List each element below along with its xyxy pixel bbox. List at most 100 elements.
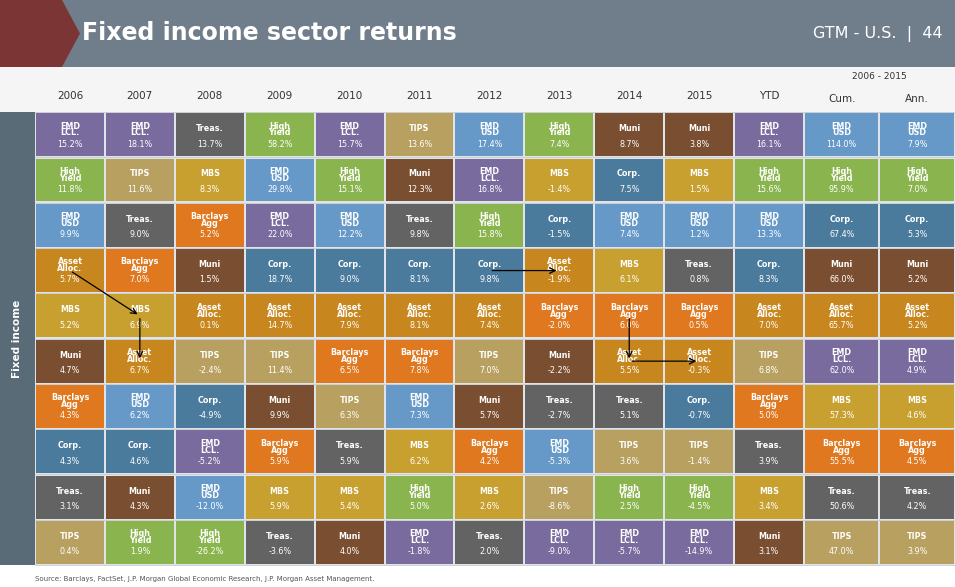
Text: MBS: MBS xyxy=(479,487,499,495)
Text: Corp.: Corp. xyxy=(547,215,571,224)
Text: 2006: 2006 xyxy=(57,91,83,101)
Text: Treas.: Treas. xyxy=(755,441,783,450)
Text: 15.8%: 15.8% xyxy=(477,230,502,239)
Text: 2.0%: 2.0% xyxy=(479,547,499,556)
Text: Yield: Yield xyxy=(688,491,711,500)
Text: Corp.: Corp. xyxy=(830,215,854,224)
Bar xyxy=(881,158,954,201)
Text: -0.7%: -0.7% xyxy=(688,411,711,420)
Text: 15.1%: 15.1% xyxy=(337,185,362,194)
Text: 12.2%: 12.2% xyxy=(337,230,362,239)
Text: EMD: EMD xyxy=(690,529,710,538)
Text: Agg: Agg xyxy=(621,309,638,319)
Text: 2008: 2008 xyxy=(197,91,223,101)
Text: USD: USD xyxy=(270,174,289,183)
Bar xyxy=(735,249,803,292)
Text: -1.4%: -1.4% xyxy=(548,185,571,194)
Text: Muni: Muni xyxy=(129,487,151,495)
Text: Corp.: Corp. xyxy=(617,170,642,178)
Text: 8.3%: 8.3% xyxy=(200,185,220,194)
Text: Agg: Agg xyxy=(61,400,79,409)
Text: Treas.: Treas. xyxy=(476,532,503,541)
Text: 16.1%: 16.1% xyxy=(756,140,782,149)
Text: TIPS: TIPS xyxy=(339,396,360,405)
Text: TIPS: TIPS xyxy=(549,487,569,495)
Text: 9.9%: 9.9% xyxy=(269,411,290,420)
Bar xyxy=(176,158,244,201)
Bar xyxy=(735,204,803,247)
Bar xyxy=(106,521,174,564)
Text: Yield: Yield xyxy=(58,174,81,183)
Text: USD: USD xyxy=(201,491,220,500)
Text: Yield: Yield xyxy=(906,174,928,183)
Bar xyxy=(245,430,313,473)
Text: Muni: Muni xyxy=(409,170,431,178)
Text: 1.5%: 1.5% xyxy=(200,275,220,285)
Text: EMD: EMD xyxy=(549,529,569,538)
Text: Muni: Muni xyxy=(758,532,780,541)
Text: EMD: EMD xyxy=(549,438,569,448)
Text: 4.2%: 4.2% xyxy=(907,502,927,511)
Text: -4.9%: -4.9% xyxy=(198,411,222,420)
Bar xyxy=(525,475,593,518)
Text: 9.0%: 9.0% xyxy=(130,230,150,239)
Text: USD: USD xyxy=(131,400,149,409)
Bar xyxy=(245,113,313,156)
Text: EMD: EMD xyxy=(907,122,927,130)
Text: TIPS: TIPS xyxy=(759,350,779,360)
Text: -26.2%: -26.2% xyxy=(196,547,224,556)
Text: 6.8%: 6.8% xyxy=(759,366,779,375)
Text: Agg: Agg xyxy=(201,219,219,228)
Text: 3.8%: 3.8% xyxy=(689,140,710,149)
Text: -5.7%: -5.7% xyxy=(618,547,641,556)
Text: Treas.: Treas. xyxy=(828,487,856,495)
Text: Muni: Muni xyxy=(548,350,570,360)
Bar xyxy=(36,475,104,518)
Bar xyxy=(106,475,174,518)
Bar xyxy=(176,204,244,247)
Text: LCL.: LCL. xyxy=(201,446,220,454)
Bar xyxy=(456,340,523,383)
Text: 11.4%: 11.4% xyxy=(267,366,292,375)
Bar xyxy=(735,158,803,201)
Bar xyxy=(666,249,733,292)
Text: Agg: Agg xyxy=(341,355,358,364)
Text: Asset: Asset xyxy=(904,303,930,312)
Text: Asset: Asset xyxy=(337,303,362,312)
Text: 11.8%: 11.8% xyxy=(57,185,82,194)
Bar xyxy=(456,385,523,428)
Text: LCL.: LCL. xyxy=(690,536,709,545)
Bar xyxy=(666,295,733,338)
Text: Treas.: Treas. xyxy=(196,124,223,133)
Text: LCL.: LCL. xyxy=(479,174,499,183)
Text: 5.9%: 5.9% xyxy=(269,457,290,465)
Text: 4.3%: 4.3% xyxy=(130,502,150,511)
Text: USD: USD xyxy=(832,129,851,137)
Text: USD: USD xyxy=(550,446,569,454)
Text: 15.6%: 15.6% xyxy=(756,185,782,194)
Text: 57.3%: 57.3% xyxy=(829,411,855,420)
Text: 4.9%: 4.9% xyxy=(907,366,927,375)
Text: 13.7%: 13.7% xyxy=(197,140,223,149)
Text: 0.5%: 0.5% xyxy=(689,321,710,330)
Text: Yield: Yield xyxy=(268,129,291,137)
Text: 2.6%: 2.6% xyxy=(479,502,499,511)
Text: -4.5%: -4.5% xyxy=(688,502,711,511)
Text: Yield: Yield xyxy=(408,491,431,500)
Text: EMD: EMD xyxy=(130,393,150,402)
Text: Barclays: Barclays xyxy=(191,212,229,221)
Text: Agg: Agg xyxy=(690,309,708,319)
Bar xyxy=(666,475,733,518)
Text: EMD: EMD xyxy=(759,212,779,221)
Text: 4.6%: 4.6% xyxy=(907,411,927,420)
Bar xyxy=(666,385,733,428)
Text: 6.2%: 6.2% xyxy=(130,411,150,420)
Text: -1.8%: -1.8% xyxy=(408,547,431,556)
Text: MBS: MBS xyxy=(690,170,710,178)
Bar xyxy=(245,249,313,292)
Bar xyxy=(176,340,244,383)
Text: LCL.: LCL. xyxy=(759,129,778,137)
Text: TIPS: TIPS xyxy=(269,350,290,360)
Text: Alloc.: Alloc. xyxy=(127,355,153,364)
Text: Yield: Yield xyxy=(831,174,853,183)
